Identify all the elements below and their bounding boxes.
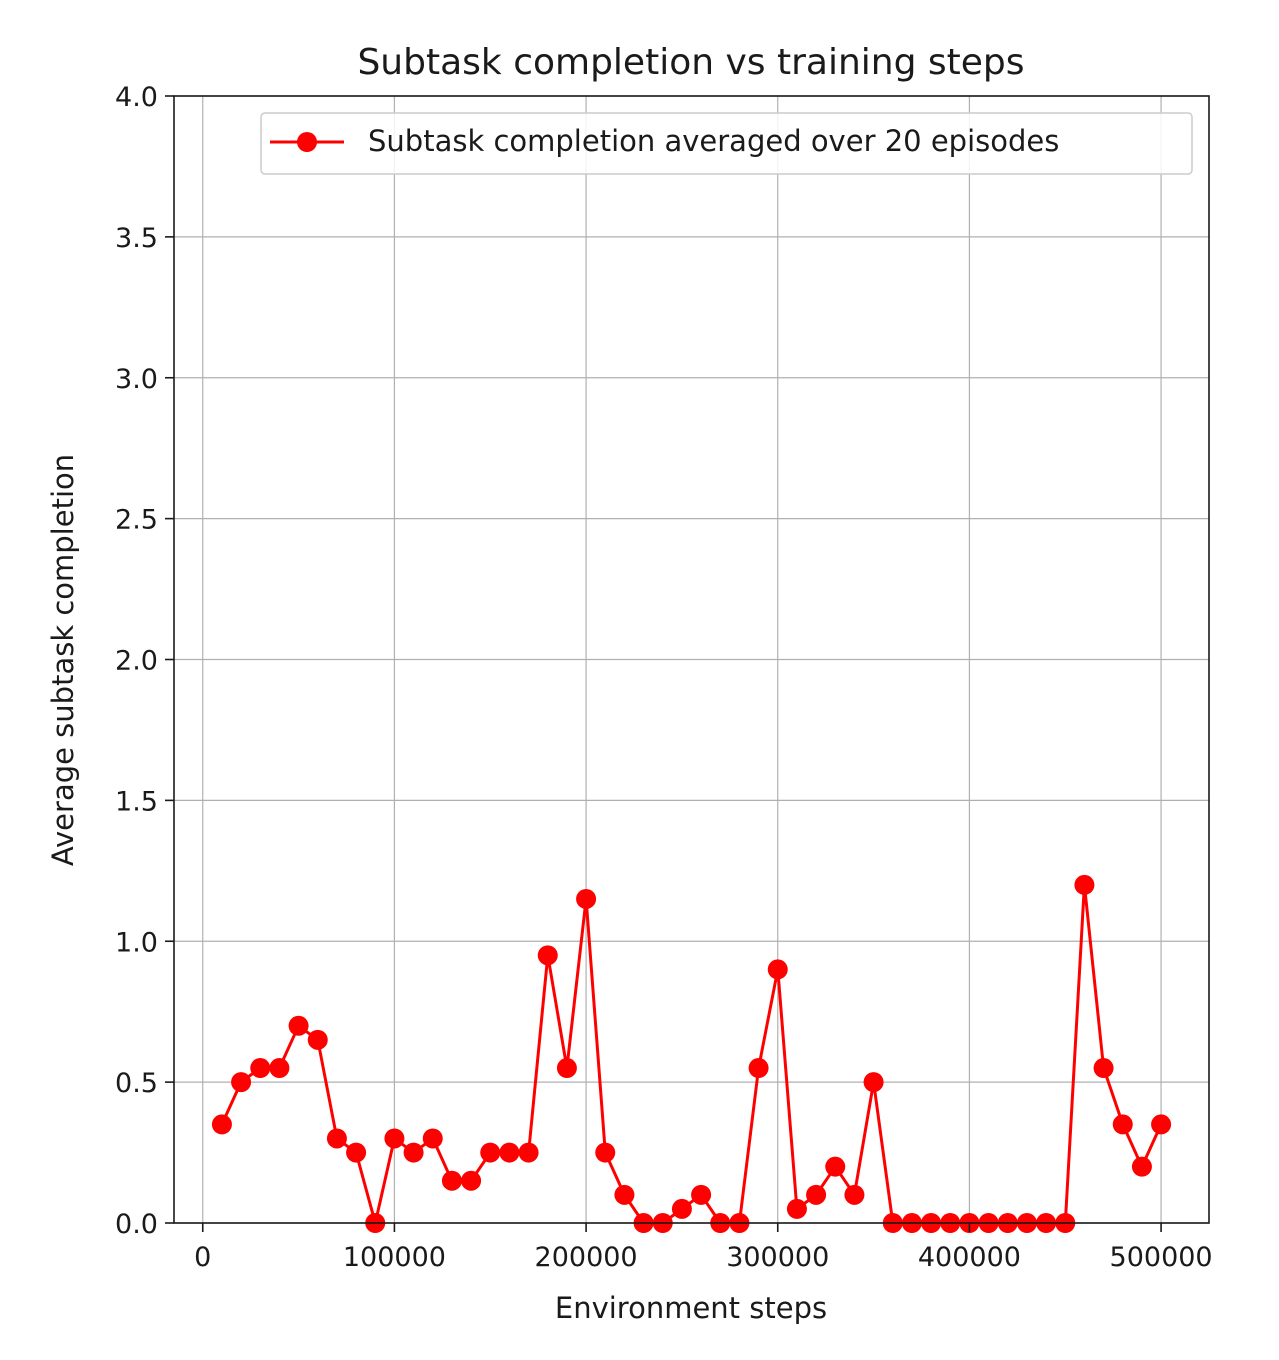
x-tick-label: 100000 <box>343 1242 446 1273</box>
legend-label: Subtask completion averaged over 20 epis… <box>368 124 1059 158</box>
data-point <box>691 1184 712 1205</box>
data-point <box>441 1170 462 1191</box>
data-point <box>384 1128 405 1149</box>
legend-marker-swatch <box>297 132 317 152</box>
x-tick-label: 500000 <box>1110 1242 1213 1273</box>
y-tick-label: 2.0 <box>115 646 158 677</box>
x-tick-label: 300000 <box>726 1242 829 1273</box>
data-point <box>422 1128 443 1149</box>
chart-title: Subtask completion vs training steps <box>357 42 1024 83</box>
y-tick-label: 3.0 <box>115 364 158 395</box>
data-point <box>480 1142 501 1163</box>
data-point <box>211 1114 232 1135</box>
data-point <box>346 1142 367 1163</box>
x-axis-label: Environment steps <box>555 1291 827 1325</box>
data-point <box>671 1198 692 1219</box>
data-point <box>844 1184 865 1205</box>
data-point <box>1151 1114 1172 1135</box>
x-tick-label: 200000 <box>535 1242 638 1273</box>
y-tick-label: 1.5 <box>115 786 158 817</box>
data-point <box>1112 1114 1133 1135</box>
data-point <box>307 1029 328 1050</box>
y-tick-label: 2.5 <box>115 505 158 536</box>
y-tick-label: 1.0 <box>115 927 158 958</box>
x-tick-label: 400000 <box>918 1242 1021 1273</box>
data-point <box>595 1142 616 1163</box>
data-point <box>748 1058 769 1079</box>
data-point <box>1093 1058 1114 1079</box>
axis-ticks: 0 100000 200000 300000 400000 500000 0.0 0.5 1.0… <box>115 82 1213 1273</box>
data-point <box>231 1072 252 1093</box>
data-point <box>518 1142 539 1163</box>
data-point <box>403 1142 424 1163</box>
data-point <box>556 1058 577 1079</box>
x-tick-label: 0 <box>194 1242 211 1273</box>
data-point <box>537 945 558 966</box>
y-tick-label: 4.0 <box>115 82 158 113</box>
y-axis-label: Average subtask completion <box>46 454 80 866</box>
legend: Subtask completion averaged over 20 epis… <box>260 112 1193 175</box>
data-point <box>250 1058 271 1079</box>
data-point <box>326 1128 347 1149</box>
data-point <box>614 1184 635 1205</box>
data-point <box>806 1184 827 1205</box>
data-point <box>767 959 788 980</box>
data-point <box>786 1198 807 1219</box>
data-point <box>288 1015 309 1036</box>
y-tick-label: 0.5 <box>115 1068 158 1099</box>
data-point <box>461 1170 482 1191</box>
grid-lines <box>174 95 1209 1224</box>
data-point <box>863 1072 884 1093</box>
data-point <box>269 1058 290 1079</box>
y-tick-label: 3.5 <box>115 223 158 254</box>
legend-box <box>260 112 1193 175</box>
data-point <box>499 1142 520 1163</box>
y-tick-label: 0.0 <box>115 1209 158 1240</box>
data-point <box>825 1156 846 1177</box>
data-point <box>1131 1156 1152 1177</box>
data-point <box>1074 874 1095 895</box>
data-point <box>576 888 597 909</box>
